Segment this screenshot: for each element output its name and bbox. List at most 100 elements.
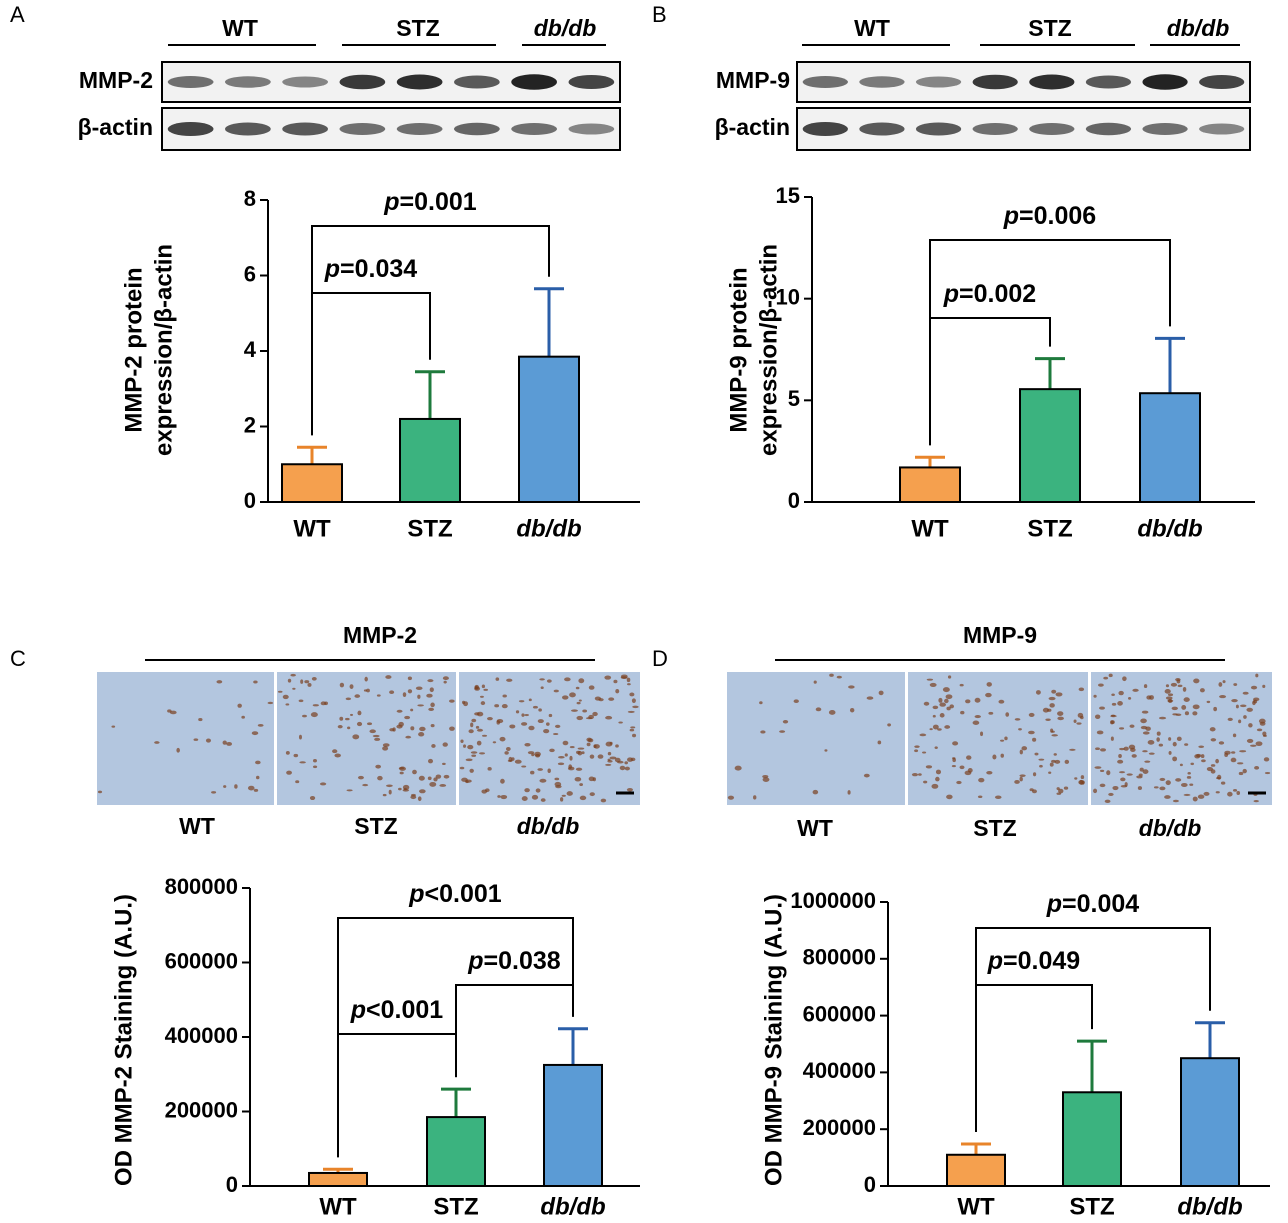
ihc-stain [402,789,410,792]
ihc-stain [1165,696,1173,700]
ihc-label: db/db [1139,815,1202,841]
ihc-stain [946,794,953,800]
ihc-stain [627,683,631,686]
ihc-stain [932,714,936,718]
ihc-stain [463,701,468,707]
ihc-stain [1132,688,1139,692]
ihc-stain [592,711,598,717]
ihc-stain [1232,789,1238,792]
ihc-stain [917,773,922,776]
ihc-label: WT [797,815,833,841]
ihc-stain [1042,707,1050,713]
ihc-stain [1250,744,1257,747]
ihc-stain [539,778,547,783]
y-axis-label: MMP-9 protein [725,267,752,432]
ihc-stain [463,744,467,748]
ihc-stain [1119,747,1125,751]
ihc-stain [443,774,450,779]
significance-bracket [975,927,1211,1132]
ihc-stain [1045,718,1051,721]
ihc-stain [1184,711,1190,716]
ihc-stain [945,694,953,700]
ihc-stain [960,710,965,715]
ihc-stain [629,728,635,732]
ihc-stain [476,740,482,746]
ihc-stain [762,774,769,779]
ihc-stain [828,710,836,715]
ihc-stain [629,692,635,697]
ihc-stain [1164,795,1171,799]
bar [899,466,961,503]
ihc-stain [1118,753,1122,759]
significance-bracket [311,292,431,436]
ihc-stain [216,680,223,684]
blot-band [1029,123,1075,135]
ihc-stain [554,777,560,781]
ihc-stain [1172,713,1178,716]
ihc-stain [1064,759,1070,764]
ihc-stain [1118,771,1126,774]
ihc-stain [994,795,1002,800]
ihc-stain [405,735,412,739]
ihc-stain [986,682,992,687]
ihc-stain [1264,772,1271,775]
ihc-stain [484,788,490,793]
ihc-stain [759,701,763,705]
x-tick-label: db/db [540,1193,605,1220]
ihc-stain [1142,769,1149,775]
ihc-stain [543,728,550,734]
ihc-stain [727,795,735,800]
y-axis-label: OD MMP-9 Staining (A.U.) [760,894,787,1186]
ihc-stain [914,745,920,748]
ihc-stain [974,715,981,719]
ihc-stain [430,723,435,728]
ihc-stain [1111,693,1115,696]
ihc-stain [619,765,626,771]
ihc-stain [1110,714,1117,718]
ihc-stain [410,795,417,800]
ihc-stain [935,776,940,782]
ihc-stain [630,726,636,729]
ihc-stain [508,756,513,762]
ihc-stain [369,729,376,734]
ihc-stain [569,755,573,761]
ihc-label: STZ [973,815,1016,841]
ihc-stain [429,687,434,693]
ihc-stain [1242,768,1247,774]
ihc-stain [1193,678,1200,684]
ihc-image [97,672,274,805]
ihc-stain [588,714,594,720]
ihc-stain [938,697,943,703]
ihc-stain [524,743,531,747]
bar [1180,1057,1240,1187]
ihc-stain [974,697,981,703]
ihc-stain [511,757,515,761]
ihc-stain [1021,746,1028,751]
ihc-stain [428,707,435,712]
blot-band [1085,75,1132,89]
ihc-stain [418,732,425,737]
ihc-stain [586,742,591,747]
ihc-stain [554,781,562,787]
ihc-stain [286,770,292,775]
blot-group-label: STZ [1028,15,1071,41]
blot-band [859,76,905,88]
ihc-stain [931,783,939,789]
ihc-stain [569,692,576,698]
ihc-stain [1206,700,1211,704]
x-tick-label: db/db [1177,1193,1242,1220]
ihc-stain [1126,773,1133,776]
ihc-stain [506,678,513,682]
ihc-stain [312,759,317,763]
ihc-stain [298,699,304,703]
ihc-stain [1240,704,1247,708]
ihc-stain [476,728,484,732]
ihc-stain [1206,766,1213,772]
ihc-stain [398,787,402,791]
ihc-stain [548,713,553,718]
ihc-stain [937,728,942,731]
p-value-label: p=0.006 [1003,202,1096,230]
blot-row-label: MMP-2 [79,67,153,93]
ihc-stain [222,740,227,745]
ihc-stain [362,783,369,787]
